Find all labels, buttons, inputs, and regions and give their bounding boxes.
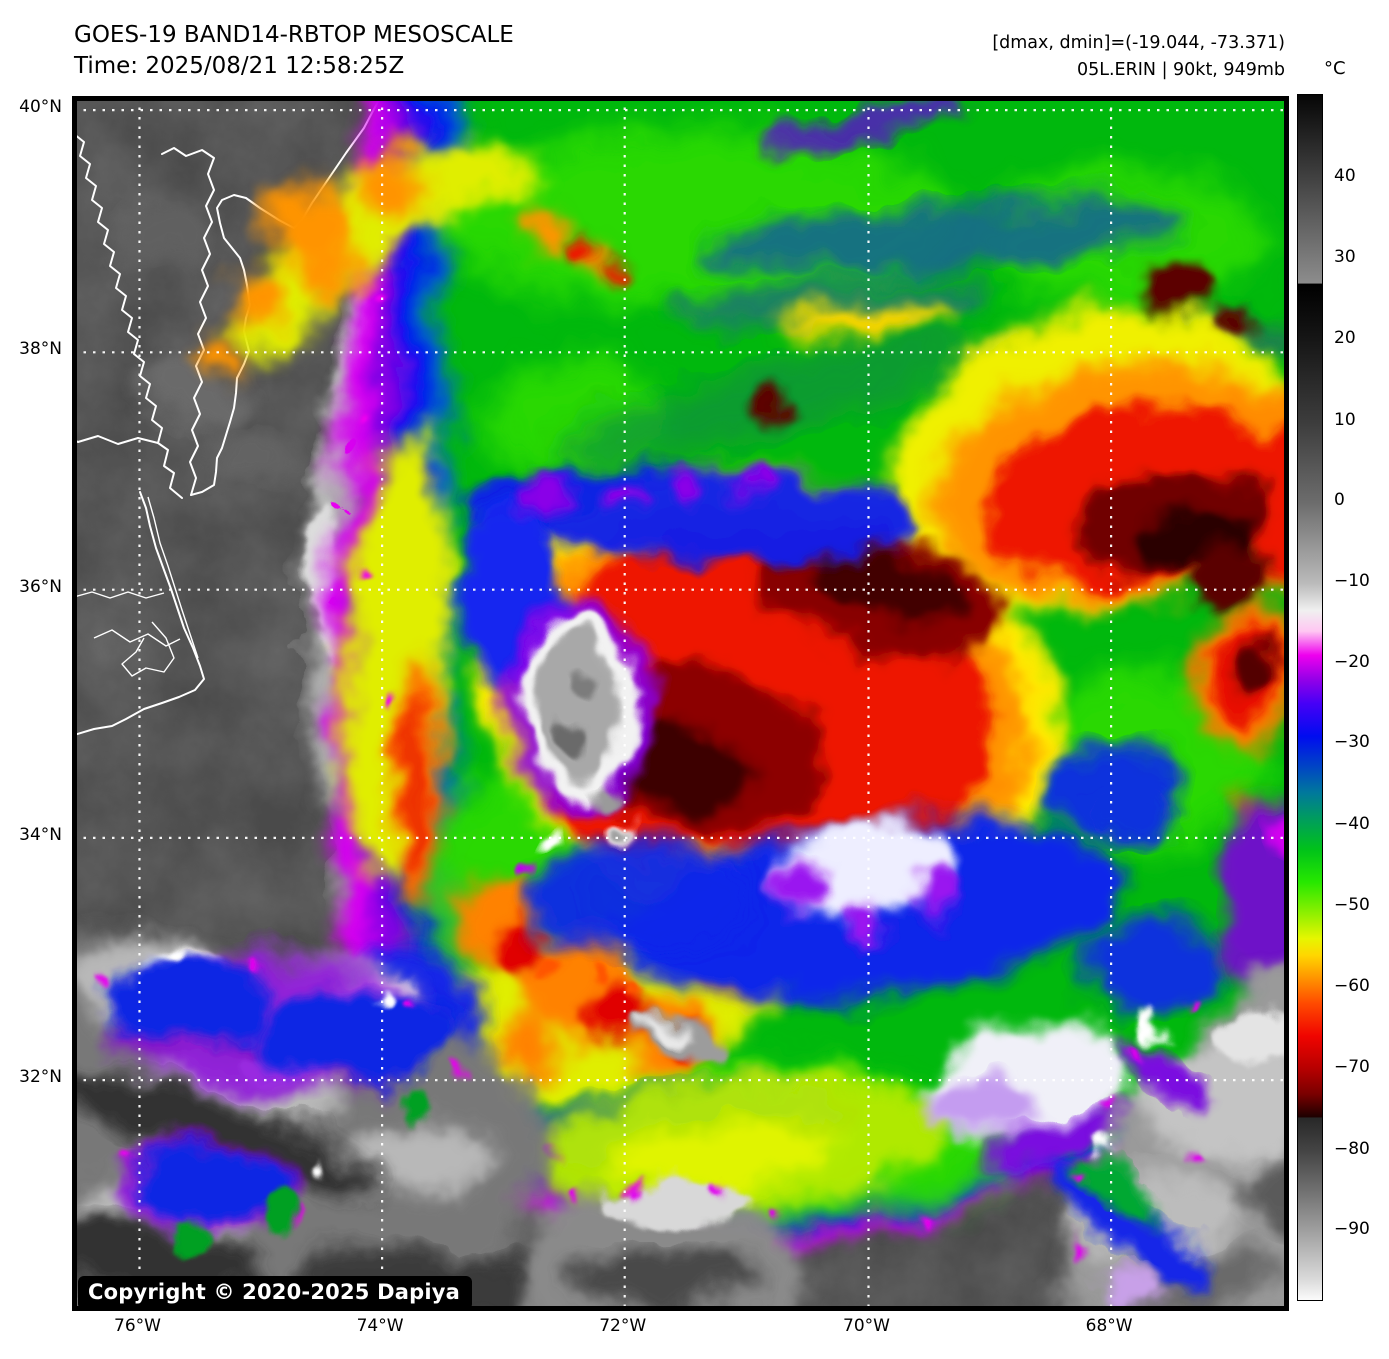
product-title: GOES-19 BAND14-RBTOP MESOSCALE <box>74 22 514 48</box>
latlon-gridlines <box>74 98 1287 1309</box>
colorbar-tick-50: −50 <box>1334 895 1370 916</box>
dmax-dmin-annotation: [dmax, dmin]=(-19.044, -73.371) <box>992 33 1285 53</box>
timestamp: Time: 2025/08/21 12:58:25Z <box>74 53 405 79</box>
copyright-badge: Copyright © 2020-2025 Dapiya <box>78 1276 472 1309</box>
map-border <box>74 98 1287 1309</box>
colorbar-tick-20: 20 <box>1334 327 1356 348</box>
colorbar-unit-label: °C <box>1324 58 1346 79</box>
satellite-map: Copyright © 2020-2025 Dapiya <box>72 96 1289 1311</box>
colorbar-tick-70: −70 <box>1334 1056 1370 1077</box>
storm-eye <box>505 602 653 876</box>
colorbar-gradient <box>1298 95 1322 1300</box>
colorbar-tick-30: −30 <box>1334 732 1370 753</box>
low-cloud-overlays <box>74 929 1287 1309</box>
lon-label-72-w: 72°W <box>599 1316 647 1336</box>
lon-label-70-w: 70°W <box>843 1316 890 1336</box>
lat-label-40-n: 40°N <box>19 97 62 118</box>
colorbar-tick-10: −10 <box>1334 571 1370 592</box>
colorbar-tick-30: 30 <box>1334 246 1356 267</box>
satellite-image <box>74 98 1287 1309</box>
lon-label-76-w: 76°W <box>114 1316 161 1336</box>
colorbar-tick-0: 0 <box>1334 490 1345 511</box>
lon-label-74-w: 74°W <box>356 1316 404 1336</box>
colorbar-tick-40: −40 <box>1334 814 1370 835</box>
lat-label-36-n: 36°N <box>19 576 62 597</box>
storm-annotation: 05L.ERIN | 90kt, 949mb <box>1076 60 1285 80</box>
colorbar-tick-60: −60 <box>1334 975 1370 996</box>
colorbar-tick-20: −20 <box>1334 651 1370 672</box>
colorbar-tick-90: −90 <box>1334 1219 1370 1240</box>
lat-label-34-n: 34°N <box>19 824 62 845</box>
storm-inner-structure <box>206 104 1287 1254</box>
header-title-block: GOES-19 BAND14-RBTOP MESOSCALE Time: 202… <box>74 20 514 82</box>
lon-label-68-w: 68°W <box>1085 1316 1133 1336</box>
colorbar <box>1297 94 1323 1301</box>
header-annotation-block: [dmax, dmin]=(-19.044, -73.371) 05L.ERIN… <box>992 30 1285 84</box>
lat-label-38-n: 38°N <box>19 339 62 360</box>
colorbar-tick-40: 40 <box>1334 166 1356 187</box>
colorbar-tick-10: 10 <box>1334 409 1356 430</box>
lat-label-32-n: 32°N <box>19 1067 62 1088</box>
colorbar-tick-80: −80 <box>1334 1138 1370 1159</box>
